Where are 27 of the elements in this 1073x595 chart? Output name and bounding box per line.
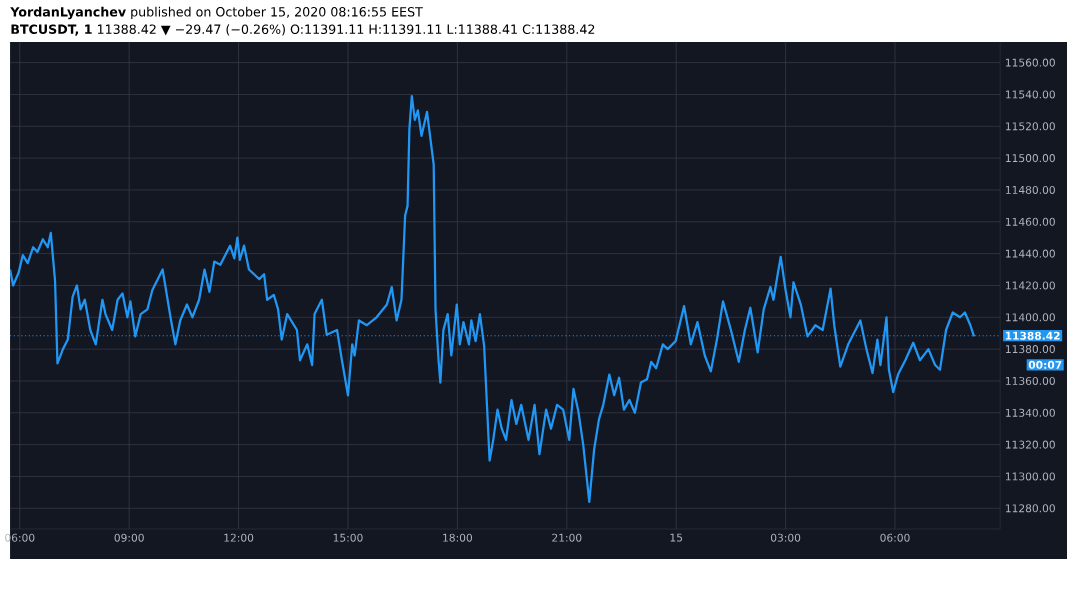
y-tick-label: 11440.00 xyxy=(1006,249,1055,258)
text: 00:07 xyxy=(1028,360,1062,369)
y-tick-label: 11560.00 xyxy=(1006,58,1055,67)
y-tick-label: 11320.00 xyxy=(1006,440,1055,449)
x-tick-label: 15:00 xyxy=(333,533,363,542)
chart-title: YordanLyanchev published on October 15, 2020 08:16:55 EEST xyxy=(10,6,423,20)
y-tick-label: 11480.00 xyxy=(1006,185,1055,195)
x-tick-label: 12:00 xyxy=(224,533,254,542)
y-tick-label: 11460.00 xyxy=(1006,217,1055,226)
y-tick-label: 11280.00 xyxy=(1006,504,1055,513)
chart-subtitle: BTCUSDT, 1 11388.42 ▼ −29.47 (−0.26%) O:11391.11 H:11391.11 L:11388.41 C:11388.42 xyxy=(11,24,595,36)
y-tick-label: 11300.00 xyxy=(1006,472,1055,481)
y-tick-label: 11400.00 xyxy=(1006,313,1055,322)
x-tick-label: 21:00 xyxy=(552,533,582,542)
y-tick-label: 11540.00 xyxy=(1006,90,1055,99)
ref-line-label: 11388.42 xyxy=(1005,331,1060,340)
y-tick-label: 11520.00 xyxy=(1006,122,1055,131)
x-tick-label: 18:00 xyxy=(443,533,473,542)
y-tick-label: 11380.00 xyxy=(1006,345,1055,354)
x-tick-label: 15 xyxy=(670,533,683,542)
y-tick-label: 11500.00 xyxy=(1006,154,1055,163)
x-tick-label: 06:00 xyxy=(880,533,910,542)
x-tick-label: 03:00 xyxy=(770,533,801,542)
y-tick-label: 11360.00 xyxy=(1006,376,1055,386)
x-tick-label: 09:00 xyxy=(114,533,144,542)
y-tick-label: 11420.00 xyxy=(1006,281,1055,290)
y-tick-label: 11340.00 xyxy=(1006,408,1055,417)
